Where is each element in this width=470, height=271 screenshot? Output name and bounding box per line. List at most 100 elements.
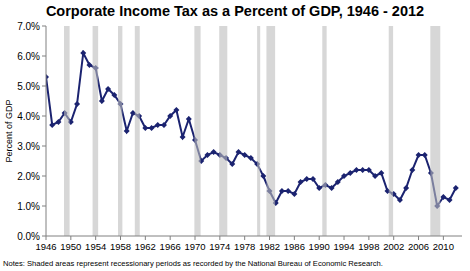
marker (329, 185, 335, 191)
marker (453, 185, 459, 191)
y-tick (42, 56, 46, 57)
marker (347, 170, 353, 176)
marker (403, 185, 409, 191)
marker (173, 107, 179, 113)
marker (447, 197, 453, 203)
marker (378, 170, 384, 176)
marker (55, 119, 61, 125)
y-tick-label: 6.0% (17, 51, 40, 62)
marker (211, 149, 217, 155)
marker (397, 197, 403, 203)
x-tick-label: 1986 (284, 241, 305, 252)
x-tick (219, 236, 220, 240)
x-tick (195, 236, 196, 240)
marker (360, 167, 366, 173)
marker (74, 101, 80, 107)
marker (186, 116, 192, 122)
marker (99, 98, 105, 104)
x-tick (170, 236, 171, 240)
plot-area (46, 26, 459, 236)
y-tick-label: 4.0% (17, 111, 40, 122)
y-tick (42, 26, 46, 27)
x-tick (244, 236, 245, 240)
marker (279, 188, 285, 194)
y-tick-label: 0.0% (17, 231, 40, 242)
x-tick (443, 236, 444, 240)
x-tick (418, 236, 419, 240)
marker (235, 149, 241, 155)
marker (242, 152, 248, 158)
x-tick (269, 236, 270, 240)
x-tick-label: 1958 (110, 241, 131, 252)
y-tick-label: 7.0% (17, 21, 40, 32)
y-axis (46, 26, 47, 236)
y-tick-label: 3.0% (17, 141, 40, 152)
recession-band (389, 26, 393, 236)
marker (161, 122, 167, 128)
x-tick (368, 236, 369, 240)
marker (440, 194, 446, 200)
x-tick-label: 2006 (408, 241, 429, 252)
marker (304, 176, 310, 182)
x-tick-label: 1954 (85, 241, 106, 252)
y-tick (42, 86, 46, 87)
x-tick (319, 236, 320, 240)
x-tick (344, 236, 345, 240)
marker (316, 185, 322, 191)
marker (285, 188, 291, 194)
recession-band (135, 26, 140, 236)
recession-band (219, 26, 227, 236)
marker (422, 152, 428, 158)
marker (105, 86, 111, 92)
marker (142, 125, 148, 131)
y-tick (42, 116, 46, 117)
marker (149, 125, 155, 131)
marker (372, 173, 378, 179)
recession-band (118, 26, 122, 236)
x-tick-label: 1982 (259, 241, 280, 252)
marker (111, 92, 117, 98)
recession-band (93, 26, 99, 236)
x-tick-label: 1962 (135, 241, 156, 252)
x-tick (46, 236, 47, 240)
marker (49, 122, 55, 128)
marker (298, 179, 304, 185)
x-tick (145, 236, 146, 240)
recession-band (64, 26, 70, 236)
x-tick (393, 236, 394, 240)
x-tick (120, 236, 121, 240)
x-tick-label: 2010 (433, 241, 454, 252)
marker (291, 191, 297, 197)
x-tick-label: 1966 (160, 241, 181, 252)
marker (180, 134, 186, 140)
recession-band (194, 26, 200, 236)
x-tick-label: 1994 (333, 241, 354, 252)
y-tick-label: 1.0% (17, 201, 40, 212)
x-tick-label: 1950 (60, 241, 81, 252)
marker (124, 128, 130, 134)
x-axis (46, 236, 462, 237)
y-tick (42, 146, 46, 147)
x-tick-label: 1978 (234, 241, 255, 252)
marker (409, 167, 415, 173)
x-tick-label: 1974 (209, 241, 230, 252)
marker (341, 173, 347, 179)
recession-band (322, 26, 326, 236)
y-tick (42, 236, 46, 237)
marker (416, 152, 422, 158)
x-tick (95, 236, 96, 240)
recession-band (257, 26, 260, 236)
x-tick (70, 236, 71, 240)
marker (80, 50, 86, 56)
x-tick-label: 2002 (383, 241, 404, 252)
x-tick-label: 1946 (35, 241, 56, 252)
recession-band (266, 26, 275, 236)
y-axis-label: Percent of GDP (4, 99, 14, 162)
title: Corporate Income Tax as a Percent of GDP… (46, 3, 424, 19)
marker (310, 176, 316, 182)
notes: Notes: Shaded areas represent recessiona… (3, 259, 383, 268)
x-tick-label: 1990 (309, 241, 330, 252)
marker (366, 167, 372, 173)
y-tick-label: 2.0% (17, 171, 40, 182)
marker (86, 62, 92, 68)
